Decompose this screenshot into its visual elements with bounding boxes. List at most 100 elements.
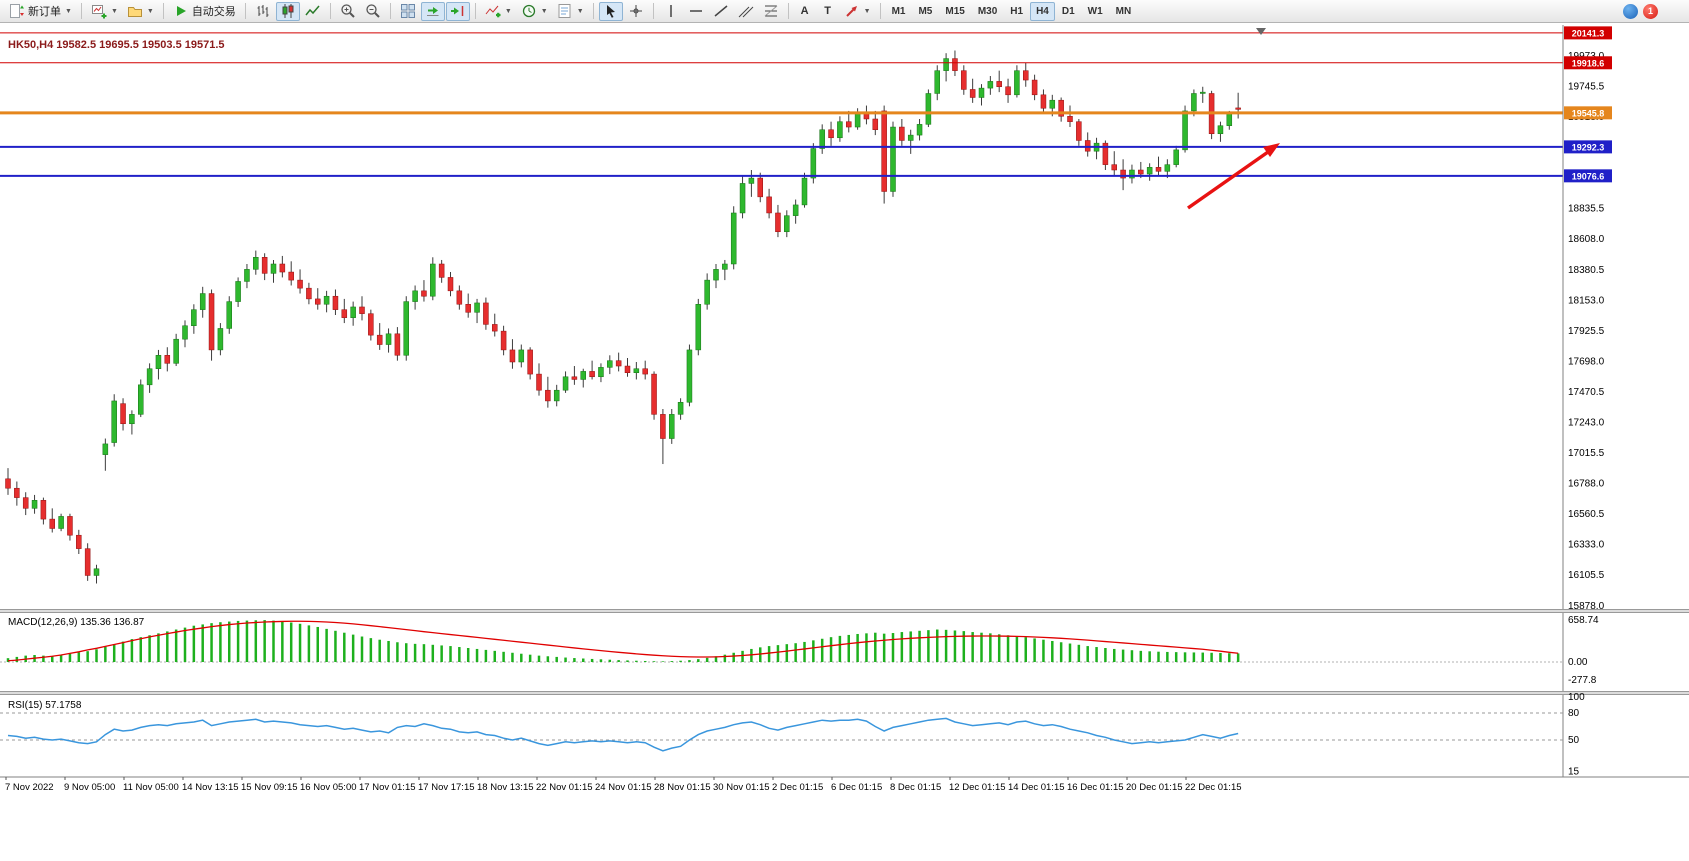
candle-body	[978, 87, 985, 98]
x-axis-label: 18 Nov 13:15	[477, 782, 534, 793]
autotrading-button[interactable]: 自动交易	[169, 2, 240, 21]
candle-body	[58, 516, 64, 529]
tile-windows-button[interactable]	[396, 2, 420, 21]
vertical-line-button[interactable]	[659, 2, 683, 21]
panel-separator[interactable]	[0, 609, 1689, 613]
crosshair-button[interactable]	[624, 2, 648, 21]
candle-body	[1111, 164, 1117, 171]
toolbar: 新订单 ▼ ▼ ▼ 自动交易	[0, 0, 1689, 23]
separator	[474, 3, 476, 19]
candle-body	[102, 443, 109, 455]
channel-icon	[738, 6, 753, 18]
price-tag-value: 19292.3	[1572, 142, 1605, 152]
candle-body	[633, 368, 640, 373]
x-axis-label: 14 Dec 01:15	[1008, 782, 1065, 793]
timeframe-h1-button[interactable]: H1	[1010, 5, 1024, 17]
separator-bar[interactable]	[0, 691, 1689, 695]
horizontal-line-button[interactable]	[684, 2, 708, 21]
chart-shift-button[interactable]	[445, 1, 470, 21]
price-tag: 20141.3	[1564, 26, 1612, 40]
candle-body	[31, 500, 38, 509]
y-axis-label: 16333.0	[1568, 540, 1605, 551]
zoom-out-icon	[366, 4, 380, 18]
candle-body	[598, 367, 604, 378]
candle-body	[474, 302, 480, 313]
candle-body	[1164, 164, 1171, 172]
profiles-icon	[127, 7, 142, 17]
templates-button[interactable]: ▼	[553, 2, 588, 21]
indicators-button[interactable]: ▼	[481, 2, 516, 21]
new-order-button[interactable]: 新订单 ▼	[5, 2, 76, 21]
candle-body	[1040, 94, 1047, 109]
y-axis-label: 16105.5	[1568, 570, 1605, 581]
auto-scroll-button[interactable]	[420, 1, 445, 21]
candle-body	[969, 89, 976, 98]
timeframe-d1-button[interactable]: D1	[1061, 5, 1075, 17]
x-axis-label: 8 Dec 01:15	[890, 782, 941, 793]
profiles-button[interactable]: ▼	[123, 2, 158, 21]
candle-body	[571, 376, 578, 380]
text-tool-button[interactable]: A	[794, 2, 816, 21]
chart-shift-marker[interactable]	[1256, 28, 1266, 35]
candle-body	[1023, 70, 1029, 81]
candle-body	[766, 196, 772, 214]
timeframe-m30-button[interactable]: M30	[977, 5, 998, 17]
new-order-label: 新订单	[28, 6, 61, 18]
chevron-down-icon: ▼	[110, 7, 118, 15]
zoom-out-button[interactable]	[361, 2, 385, 21]
chevron-down-icon: ▼	[576, 7, 584, 15]
x-axis-label: 20 Dec 01:15	[1126, 782, 1183, 793]
candle-body	[819, 129, 825, 149]
candle-body	[191, 309, 197, 327]
rsi-line	[7, 717, 1239, 752]
label-tool-button[interactable]: T	[817, 2, 839, 21]
timeframe-m1-button[interactable]: M1	[891, 5, 906, 17]
separator-bar[interactable]	[0, 609, 1689, 613]
community-icon[interactable]	[1623, 3, 1638, 19]
candle-body	[589, 371, 595, 378]
timeframe-m5-button[interactable]: M5	[918, 5, 933, 17]
trendline-button[interactable]	[709, 2, 733, 21]
candlestick-chart-button[interactable]	[275, 1, 300, 21]
chevron-down-icon: ▼	[65, 7, 72, 15]
candle-body	[1014, 70, 1020, 96]
price-tag-value: 20141.3	[1572, 28, 1605, 38]
zoom-in-button[interactable]	[336, 2, 360, 21]
price-tag-value: 19918.6	[1572, 58, 1605, 68]
periods-button[interactable]: ▼	[517, 2, 552, 21]
x-axis-label: 22 Dec 01:15	[1185, 782, 1242, 793]
fibonacci-button[interactable]	[759, 2, 783, 21]
candle-body	[376, 334, 383, 345]
candle-body	[810, 148, 817, 179]
cursor-button[interactable]	[598, 1, 623, 21]
line-chart-button[interactable]	[301, 2, 325, 21]
arrow-head	[1263, 143, 1280, 157]
bar-chart-button[interactable]	[251, 2, 275, 21]
trend-arrow-annotation[interactable]	[1186, 143, 1280, 210]
chevron-down-icon: ▼	[863, 7, 871, 15]
candle-body	[253, 257, 259, 270]
candle-body	[447, 277, 454, 292]
timeframe-w1-button[interactable]: W1	[1087, 5, 1103, 17]
candle-body	[217, 328, 224, 351]
candle-body	[1076, 121, 1082, 141]
candle-body	[14, 487, 20, 498]
new-chart-button[interactable]: ▼	[87, 2, 122, 21]
x-axis-label: 16 Nov 05:00	[300, 782, 357, 793]
timeframe-h4-button[interactable]: H4	[1030, 1, 1055, 21]
candle-body	[961, 70, 967, 90]
timeframe-m15-button[interactable]: M15	[945, 5, 965, 17]
notification-badge[interactable]: 1	[1643, 3, 1658, 19]
price-tag-bg	[1564, 26, 1612, 40]
channel-button[interactable]	[734, 2, 758, 21]
separator	[80, 3, 82, 19]
price-tag-bg	[1564, 140, 1612, 154]
timeframe-mn-button[interactable]: MN	[1115, 5, 1132, 17]
candle-body	[1084, 140, 1091, 152]
arrows-tool-button[interactable]: ▼	[840, 2, 875, 21]
templates-icon	[558, 4, 571, 18]
candle-body	[545, 389, 551, 402]
panel-separator[interactable]	[0, 691, 1689, 695]
